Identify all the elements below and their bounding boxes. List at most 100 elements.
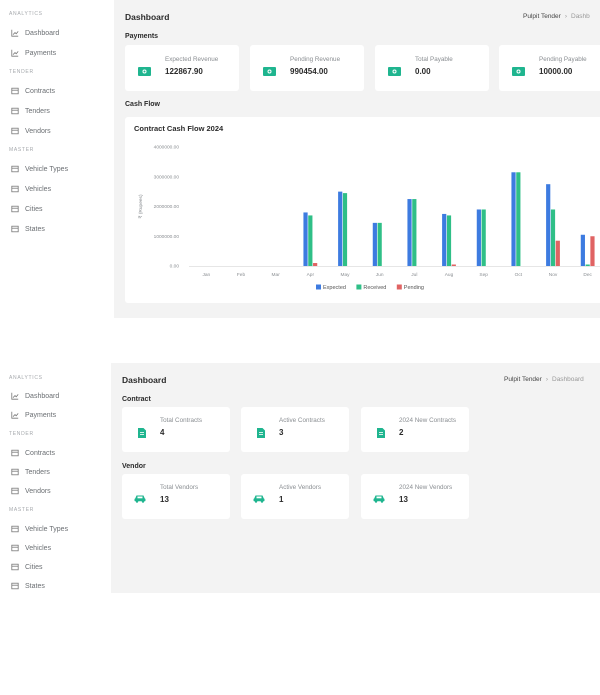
card-label: Active Vendors [279, 484, 322, 491]
card-value: 1 [279, 495, 284, 504]
sidebar-item-tenders[interactable]: Tenders [11, 468, 50, 476]
sidebar-item-vehicles[interactable]: Vehicles [11, 185, 51, 193]
contract-section-title: Contract [122, 396, 151, 403]
sidebar-section-analytics: ANALYTICS [9, 375, 43, 381]
table-icon [11, 563, 19, 571]
sidebar: ANALYTICS Dashboard Payments TENDER Cont… [0, 0, 114, 318]
vendor-section-title: Vendor [122, 463, 146, 470]
sidebar-item-dashboard[interactable]: Dashboard [11, 29, 59, 37]
sidebar-item-contracts[interactable]: Contracts [11, 87, 55, 95]
sidebar-item-label: Vehicle Types [25, 525, 69, 533]
money-icon [512, 63, 525, 81]
card-label: Expected Revenue [165, 56, 219, 63]
sidebar-item-cities[interactable]: Cities [11, 563, 43, 571]
x-tick-label: Aug [445, 272, 454, 278]
car-icon [373, 490, 385, 508]
vendor-card: Total Vendors 13 [122, 474, 230, 519]
y-tick-label: 2000000.00 [154, 204, 180, 210]
card-value: 13 [160, 495, 169, 504]
main-content: Dashboard Pulpit Tender › Dashboard Contra… [111, 363, 600, 593]
line-chart-icon [11, 392, 19, 400]
sidebar-item-tenders[interactable]: Tenders [11, 107, 50, 115]
table-icon [11, 127, 19, 135]
contract-card: Total Contracts 4 [122, 407, 230, 452]
table-icon [11, 544, 19, 552]
chart-title: Contract Cash Flow 2024 [134, 124, 224, 133]
bar-expected [407, 199, 412, 266]
sidebar-item-vendors[interactable]: Vendors [11, 127, 51, 135]
sidebar-item-payments[interactable]: Payments [11, 49, 56, 57]
sidebar-item-vehicle-types[interactable]: Vehicle Types [11, 525, 68, 533]
sidebar-section-tender: TENDER [9, 69, 34, 75]
legend-label-expected: Expected [323, 285, 346, 291]
legend-swatch-expected [316, 284, 321, 290]
sidebar-item-contracts[interactable]: Contracts [11, 449, 55, 457]
sidebar-item-label: Dashboard [25, 29, 60, 37]
sidebar-item-label: Vehicles [25, 185, 52, 193]
payment-card: Total Payable 0.00 [375, 45, 489, 91]
sidebar-item-cities[interactable]: Cities [11, 205, 43, 213]
bar-pending [313, 263, 318, 266]
bar-received [308, 215, 313, 266]
sidebar-item-label: States [25, 225, 45, 233]
bar-expected [338, 191, 343, 266]
sidebar-item-vehicle-types[interactable]: Vehicle Types [11, 165, 68, 173]
sidebar-item-label: Dashboard [25, 392, 60, 400]
sidebar-item-label: States [25, 582, 45, 590]
card-value: 990454.00 [290, 67, 328, 76]
breadcrumb: Pulpit Tender › Dashboard [504, 376, 584, 383]
bar-expected [546, 184, 551, 266]
breadcrumb-root[interactable]: Pulpit Tender [504, 376, 542, 383]
sidebar-item-label: Tenders [25, 468, 50, 476]
x-tick-label: Apr [307, 272, 315, 278]
sidebar-item-label: Vehicles [25, 544, 52, 552]
contract-card: Active Contracts 3 [241, 407, 349, 452]
bar-expected [476, 209, 481, 266]
x-tick-label: Sep [479, 272, 488, 278]
dashboard-screen-contracts: ANALYTICS Dashboard Payments TENDER Cont… [0, 363, 600, 593]
breadcrumb-root[interactable]: Pulpit Tender [523, 13, 561, 20]
card-value: 122867.90 [165, 67, 203, 76]
payment-card: Pending Payable 10000.00 [499, 45, 600, 91]
table-icon [11, 225, 19, 233]
bar-expected [303, 212, 308, 266]
table-icon [11, 449, 19, 457]
sidebar-item-label: Vehicle Types [25, 165, 69, 173]
sidebar-item-states[interactable]: States [11, 582, 45, 590]
sidebar-item-vendors[interactable]: Vendors [11, 487, 51, 495]
sidebar-item-states[interactable]: States [11, 225, 45, 233]
x-tick-label: May [340, 272, 350, 278]
y-tick-label: 3000000.00 [154, 174, 180, 180]
sidebar-item-payments[interactable]: Payments [11, 411, 56, 419]
sidebar-item-label: Cities [25, 563, 43, 571]
line-chart-icon [11, 49, 19, 57]
card-value: 2 [399, 428, 404, 437]
sidebar-item-dashboard[interactable]: Dashboard [11, 392, 59, 400]
sidebar-item-vehicles[interactable]: Vehicles [11, 544, 51, 552]
sidebar-section-master: MASTER [9, 507, 35, 513]
y-tick-label: 0.00 [170, 264, 180, 270]
table-icon [11, 487, 19, 495]
bar-received [550, 209, 556, 266]
money-icon [138, 63, 151, 81]
bar-pending [590, 236, 595, 266]
vendor-card: 2024 New Vendors 13 [361, 474, 469, 519]
sidebar: ANALYTICS Dashboard Payments TENDER Cont… [0, 363, 111, 593]
document-icon [138, 425, 146, 443]
money-icon [263, 63, 276, 81]
x-tick-label: Mar [272, 272, 281, 278]
money-icon [388, 63, 401, 81]
bar-received [481, 209, 486, 266]
page-title: Dashboard [122, 375, 167, 385]
bar-received [342, 193, 348, 266]
table-icon [11, 205, 19, 213]
bar-expected [511, 172, 516, 266]
sidebar-item-label: Vendors [25, 127, 51, 135]
table-icon [11, 525, 19, 533]
card-label: Total Contracts [160, 417, 202, 424]
bar-expected [372, 222, 377, 266]
legend-label-pending: Pending [404, 285, 424, 291]
line-chart-icon [11, 411, 19, 419]
sidebar-section-analytics: ANALYTICS [9, 11, 43, 17]
card-value: 0.00 [415, 67, 431, 76]
